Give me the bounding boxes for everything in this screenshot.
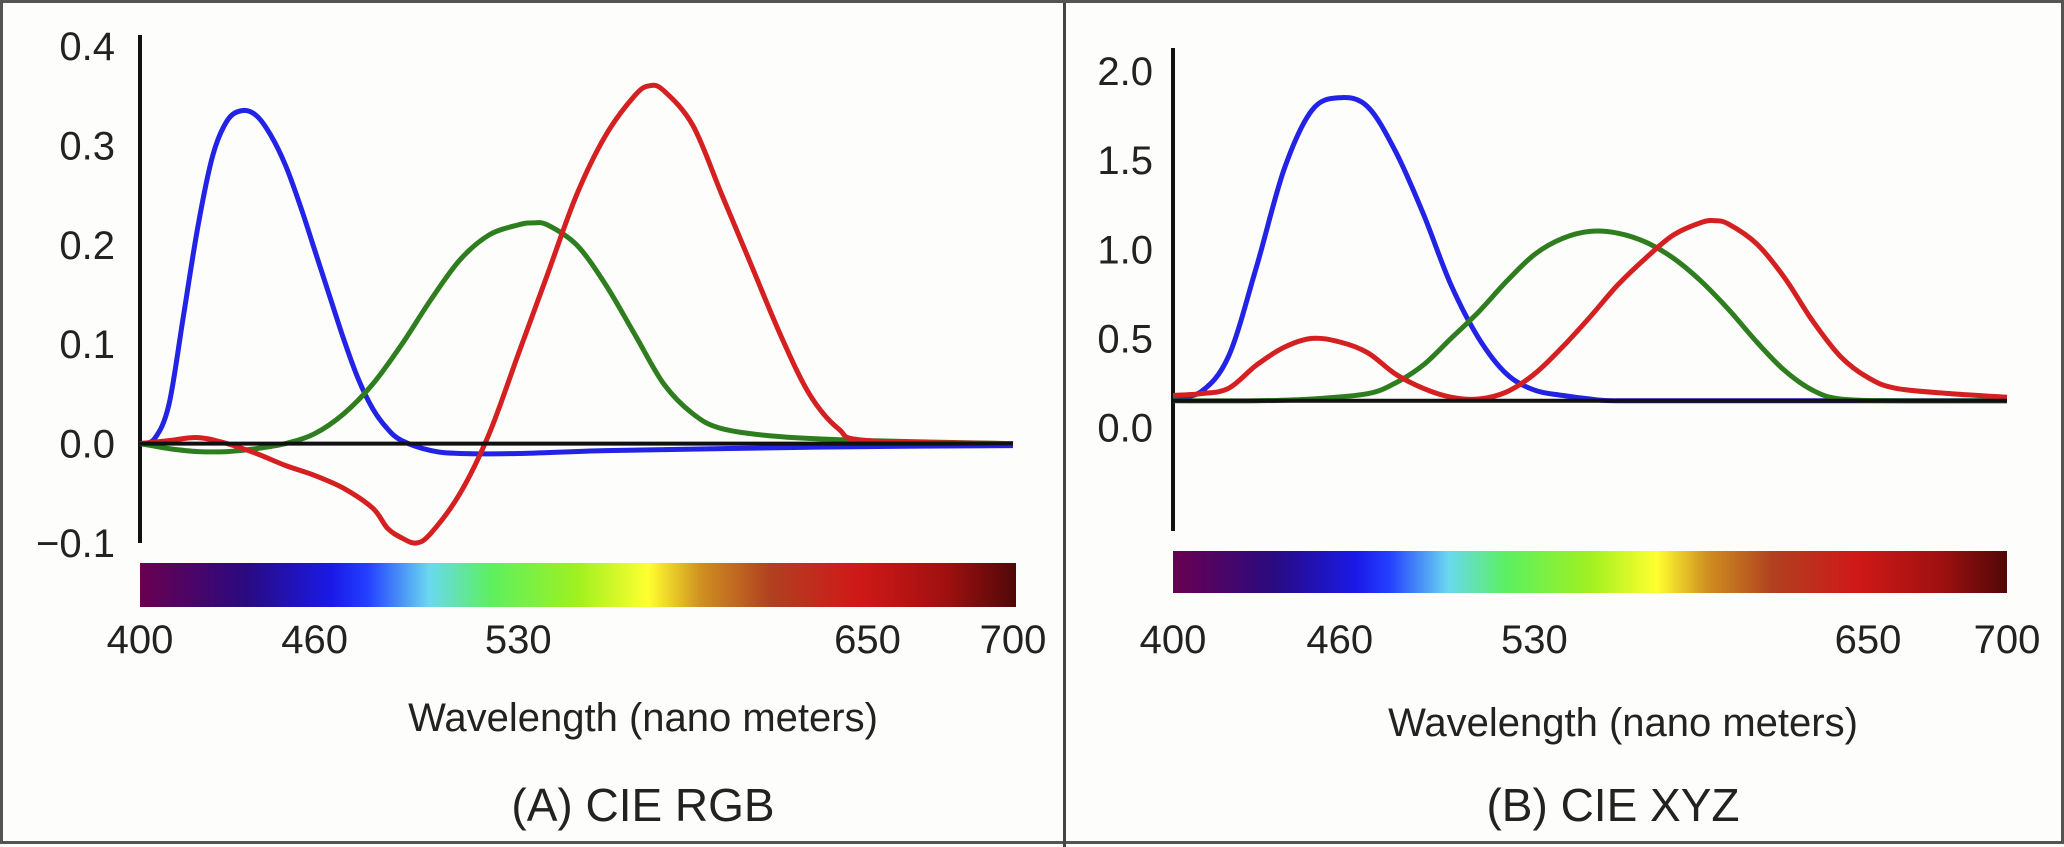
y-ticks-a: 0.4 0.3 0.2 0.1 0.0 −0.1 [36, 25, 115, 566]
x-tick-label: 700 [980, 618, 1047, 662]
y-tick-label: 0.5 [1097, 317, 1153, 361]
series-b [1172, 95, 2008, 404]
x-tick-label: 530 [1501, 618, 1568, 662]
chart-cie-xyz: 2.0 1.5 1.0 0.5 0.0 400 460 530 650 700 Waveleng… [1097, 48, 2041, 831]
x-tick-label: 700 [1974, 618, 2041, 662]
series-line [1172, 218, 2008, 402]
series-line [139, 107, 1014, 457]
series-a [139, 82, 1014, 546]
y-tick-label: 0.2 [59, 224, 115, 268]
spectrum-bar-b [1173, 551, 2007, 593]
x-tick-label: 400 [107, 618, 174, 662]
x-axis-title-b: Wavelength (nano meters) [1388, 701, 1858, 745]
spectrum-bar-a [140, 563, 1016, 607]
panel-caption-a: (A) CIE RGB [511, 779, 774, 831]
x-tick-label: 530 [485, 618, 552, 662]
series-line [1172, 95, 2007, 404]
panel-caption-b: (B) CIE XYZ [1486, 779, 1739, 831]
y-tick-label: 0.1 [59, 323, 115, 367]
x-ticks-b: 400 460 530 650 700 [1140, 618, 2041, 662]
x-tick-label: 460 [281, 618, 348, 662]
x-ticks-a: 400 460 530 650 700 [107, 618, 1047, 662]
y-tick-label: −0.1 [36, 522, 115, 566]
x-tick-label: 460 [1306, 618, 1373, 662]
y-tick-label: 1.5 [1097, 139, 1153, 183]
chart-cie-rgb: 0.4 0.3 0.2 0.1 0.0 −0.1 400 460 530 650 700 Wave… [36, 25, 1047, 831]
y-tick-label: 0.3 [59, 124, 115, 168]
y-tick-label: 0.0 [59, 423, 115, 467]
y-ticks-b: 2.0 1.5 1.0 0.5 0.0 [1097, 50, 1153, 451]
y-tick-label: 1.0 [1097, 228, 1153, 272]
y-tick-label: 0.4 [59, 25, 115, 69]
x-tick-label: 650 [834, 618, 901, 662]
x-tick-label: 650 [1835, 618, 1902, 662]
series-line [1172, 228, 2008, 404]
series-line [139, 220, 1014, 455]
y-tick-label: 2.0 [1097, 50, 1153, 94]
x-axis-title-a: Wavelength (nano meters) [408, 696, 878, 740]
series-line [139, 82, 1014, 546]
panel-divider [1063, 3, 1066, 847]
y-tick-label: 0.0 [1097, 407, 1153, 451]
x-tick-label: 400 [1140, 618, 1207, 662]
